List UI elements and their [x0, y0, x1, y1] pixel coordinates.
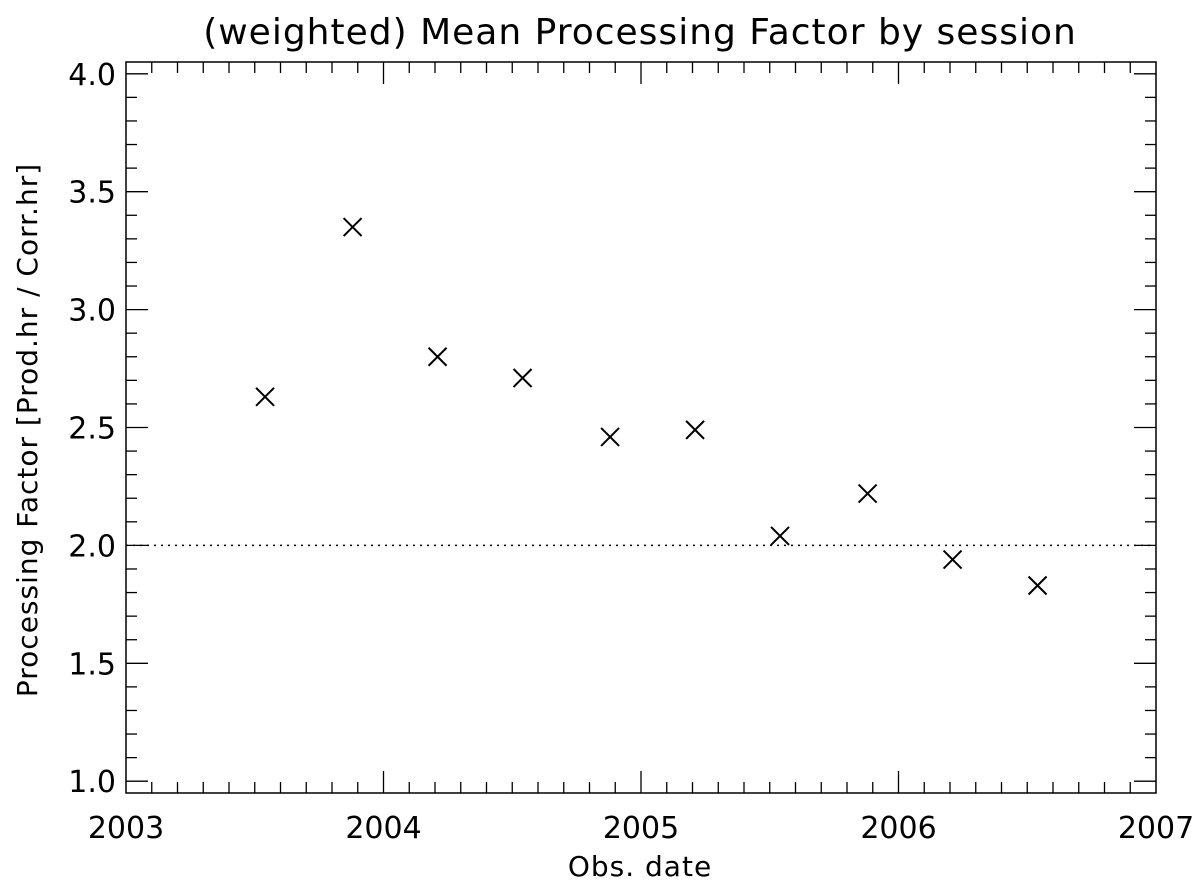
y-tick-label: 3.0 [68, 294, 116, 329]
x-tick-label: 2004 [345, 811, 421, 846]
data-point [600, 427, 620, 447]
chart-title: (weighted) Mean Processing Factor by ses… [203, 12, 1077, 53]
data-point [342, 217, 363, 237]
x-tick-label: 2006 [860, 811, 936, 846]
data-point [1027, 575, 1048, 596]
y-tick-label: 1.0 [68, 765, 116, 800]
plot-frame [125, 61, 1157, 794]
data-point [255, 387, 275, 407]
x-tick-label: 2003 [88, 811, 164, 846]
y-axis-label: Processing Factor [Prod.hr / Corr.hr] [11, 163, 44, 697]
data-point [427, 347, 448, 367]
y-tick-label: 4.0 [68, 58, 116, 93]
plot-area: 2003 2004 2005 2006 2007 1.0 1.5 2.0 2.5 3.0 3.5 4.… [68, 58, 1194, 846]
x-tick-label: 2007 [1118, 811, 1194, 846]
data-point [942, 549, 963, 570]
y-tick-label: 1.5 [68, 647, 116, 682]
data-point [512, 368, 533, 388]
y-tick-label: 2.0 [68, 529, 116, 564]
data-point [857, 483, 878, 504]
data-point [770, 526, 790, 546]
data-point [685, 420, 705, 440]
y-tick-label: 3.5 [68, 176, 116, 211]
x-tick-label: 2005 [603, 811, 679, 846]
x-axis-label: Obs. date [568, 850, 712, 883]
y-tick-label: 2.5 [68, 412, 116, 447]
